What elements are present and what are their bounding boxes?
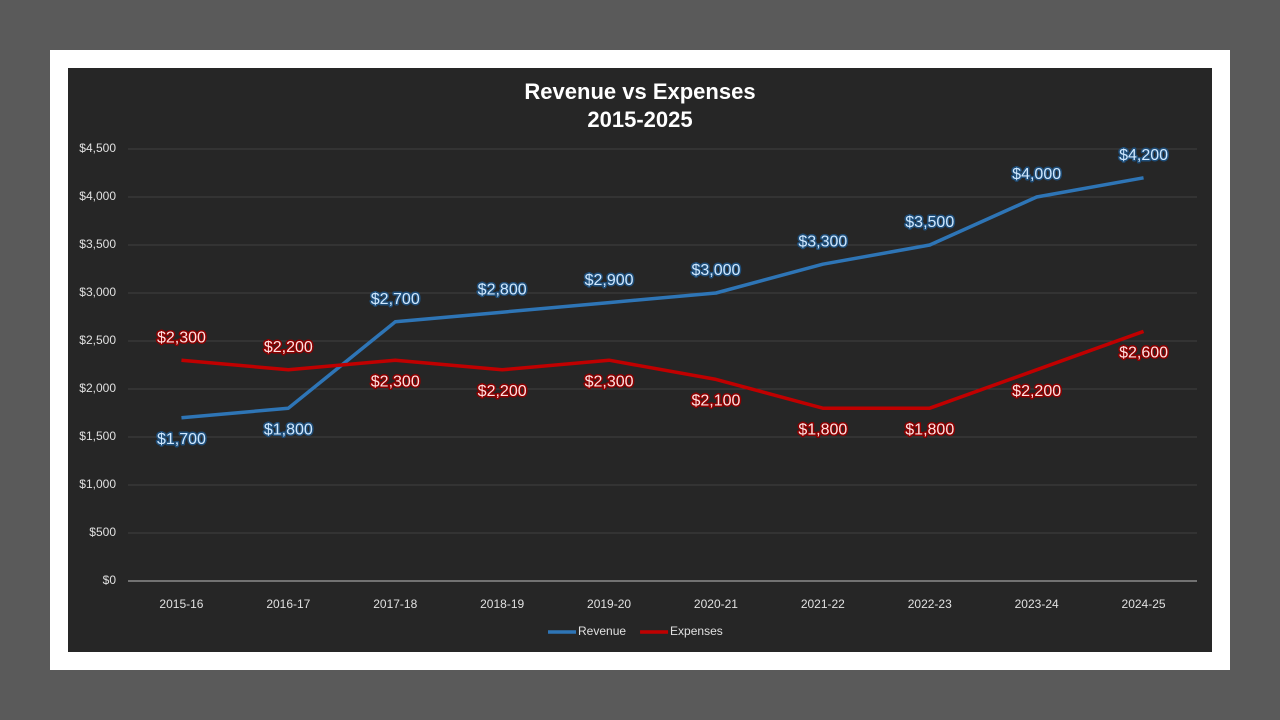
data-label: $3,000 — [691, 262, 740, 279]
x-tick-label: 2021-22 — [801, 597, 845, 611]
data-label: $1,700 — [157, 431, 206, 448]
x-tick-label: 2023-24 — [1015, 597, 1059, 611]
x-tick-label: 2024-25 — [1122, 597, 1166, 611]
x-tick-label: 2019-20 — [587, 597, 631, 611]
data-label: $1,800 — [264, 421, 313, 438]
chart-subtitle: 2015-2025 — [587, 107, 692, 132]
data-label: $2,200 — [478, 383, 527, 400]
data-label: $4,000 — [1012, 166, 1061, 183]
y-tick-label: $1,500 — [79, 429, 116, 443]
data-label: $2,800 — [478, 281, 527, 298]
x-tick-label: 2015-16 — [159, 597, 203, 611]
y-tick-label: $2,000 — [79, 381, 116, 395]
x-tick-label: 2022-23 — [908, 597, 952, 611]
chart-title: Revenue vs Expenses — [524, 79, 755, 104]
data-label: $3,500 — [905, 214, 954, 231]
y-tick-label: $1,000 — [79, 477, 116, 491]
x-tick-label: 2016-17 — [266, 597, 310, 611]
x-tick-label: 2018-19 — [480, 597, 524, 611]
y-tick-label: $2,500 — [79, 333, 116, 347]
data-label: $2,200 — [264, 339, 313, 356]
legend-label: Expenses — [670, 624, 723, 638]
data-label: $2,900 — [585, 272, 634, 289]
legend-label: Revenue — [578, 624, 626, 638]
y-tick-label: $3,000 — [79, 285, 116, 299]
data-label: $2,600 — [1119, 345, 1168, 362]
data-label: $2,100 — [691, 393, 740, 410]
data-label: $2,200 — [1012, 383, 1061, 400]
y-tick-label: $500 — [89, 525, 116, 539]
y-tick-label: $4,000 — [79, 189, 116, 203]
data-label: $1,800 — [798, 421, 847, 438]
series-line — [181, 329, 1145, 410]
data-label: $4,200 — [1119, 147, 1168, 164]
data-label: $2,300 — [585, 373, 634, 390]
y-tick-label: $4,500 — [79, 141, 116, 155]
y-tick-label: $0 — [103, 573, 117, 587]
data-label: $2,300 — [157, 329, 206, 346]
x-tick-label: 2017-18 — [373, 597, 417, 611]
data-label: $3,300 — [798, 233, 847, 250]
data-label: $1,800 — [905, 421, 954, 438]
chart-area — [68, 68, 1212, 652]
data-label: $2,700 — [371, 291, 420, 308]
x-tick-label: 2020-21 — [694, 597, 738, 611]
data-label: $2,300 — [371, 373, 420, 390]
y-tick-label: $3,500 — [79, 237, 116, 251]
